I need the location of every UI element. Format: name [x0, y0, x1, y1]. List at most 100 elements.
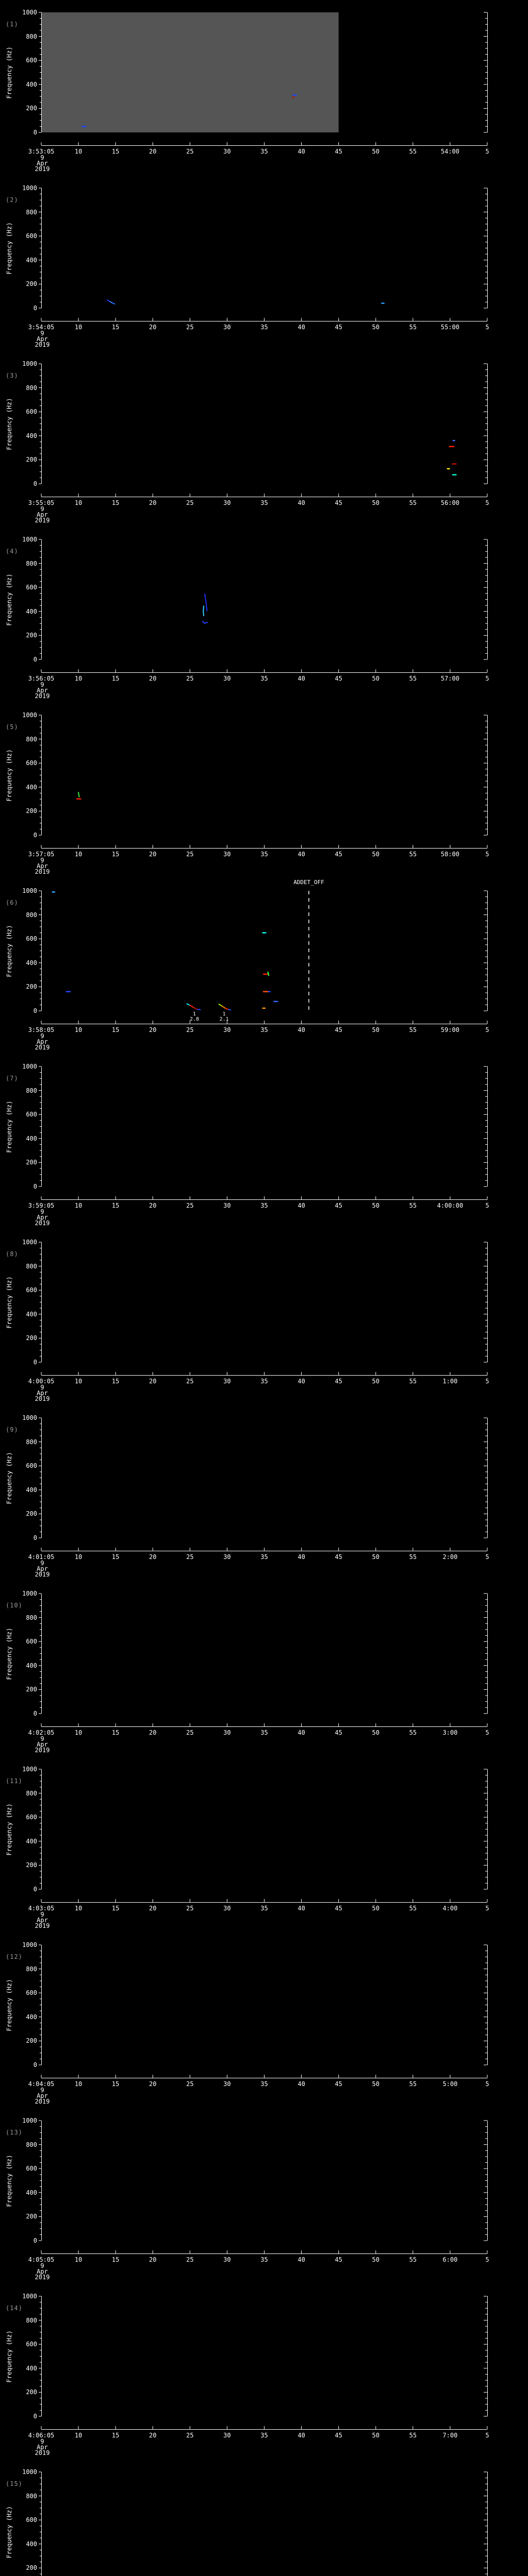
date-label-line: 2019: [35, 868, 50, 875]
x-tick-label: 40: [298, 851, 305, 858]
x-tick-label: 40: [298, 2080, 305, 2088]
y-tick-label: 400: [26, 959, 37, 967]
y-tick-label: 600: [26, 57, 37, 64]
x-tick-label: 35: [260, 2432, 268, 2439]
y-tick-label: 600: [26, 2341, 37, 2348]
x-tick-label: 15: [111, 1202, 120, 1209]
y-tick-label: 1000: [22, 1590, 37, 1597]
x-tick-label: 10: [74, 1553, 82, 1561]
chirp-detection-segment: [186, 1003, 191, 1006]
x-tick-label: 58:00: [440, 851, 459, 858]
panel-number-label: (12): [6, 1953, 23, 1960]
x-tick-label: 45: [335, 1026, 342, 1033]
y-tick-label: 400: [26, 432, 37, 439]
y-tick-label: 600: [26, 1286, 37, 1294]
x-tick-label: 35: [260, 2080, 268, 2088]
panel-number-label: (11): [6, 1777, 23, 1785]
date-label-line: Apr: [37, 862, 48, 870]
y-tick-label: 400: [26, 1486, 37, 1494]
date-label-line: 9: [40, 681, 44, 688]
y-tick-label: 800: [26, 735, 37, 743]
y-tick-label: 200: [26, 1861, 37, 1869]
axes: [39, 1242, 488, 1376]
x-tick-label: 4:05:05: [28, 2256, 55, 2263]
date-label-line: 9: [40, 2438, 44, 2445]
chirp-detection-segment: [189, 1005, 195, 1009]
y-tick-label: 600: [26, 1462, 37, 1470]
date-label-line: 2019: [35, 1922, 50, 1929]
y-tick-label: 0: [33, 656, 37, 663]
x-tick-label: 35: [260, 499, 268, 506]
chirp-detection-segment: [218, 1003, 223, 1007]
y-tick-label: 0: [33, 1183, 37, 1190]
x-tick-label: 25: [186, 148, 194, 155]
x-tick-label: 15: [111, 1026, 120, 1033]
y-tick-label: 200: [26, 2564, 37, 2572]
axes-and-detections-layer: [39, 363, 488, 497]
x-tick-label: 20: [149, 1202, 157, 1209]
x-tick-label: 45: [335, 2256, 342, 2263]
x-tick-label: 45: [335, 1378, 342, 1385]
y-tick-label: 600: [26, 1814, 37, 1821]
x-tick-label: 45: [335, 1553, 342, 1561]
y-tick-label: 800: [26, 208, 37, 216]
x-tick-label: 4:06:05: [28, 2432, 55, 2439]
x-tick-label: 6:00: [442, 2256, 458, 2263]
x-tick-label: 20: [149, 1729, 157, 1736]
x-tick-label: 50: [372, 499, 380, 506]
panel-number-label: (5): [6, 723, 19, 731]
date-label-line: 2019: [35, 1395, 50, 1402]
date-label-line: 9: [40, 1911, 44, 1918]
x-tick-label: 5: [485, 2432, 489, 2439]
x-tick-label: 15: [111, 2432, 120, 2439]
x-tick-label: 1:00: [442, 1378, 458, 1385]
x-tick-label: 20: [149, 148, 157, 155]
axes: [39, 2471, 488, 2576]
date-label-line: 9: [40, 857, 44, 864]
y-tick-label: 1000: [22, 1239, 37, 1246]
x-tick-label: 45: [335, 675, 342, 682]
x-tick-label: 5: [485, 324, 489, 331]
x-tick-label: 55: [409, 499, 417, 506]
date-label-line: 2019: [35, 1747, 50, 1754]
x-tick-label: 20: [149, 2256, 157, 2263]
x-tick-label: 50: [372, 2256, 380, 2263]
axes: [39, 1769, 488, 1903]
y-tick-label: 200: [26, 105, 37, 112]
date-label-line: Apr: [37, 2092, 48, 2099]
date-label-line: Apr: [37, 160, 48, 167]
axes-and-detections-layer: [39, 2296, 488, 2430]
x-tick-label: 40: [298, 1553, 305, 1561]
x-tick-label: 4:00:05: [28, 1378, 55, 1385]
y-tick-label: 400: [26, 256, 37, 264]
y-tick-label: 400: [26, 1662, 37, 1669]
date-label-line: Apr: [37, 2268, 48, 2275]
x-tick-label: 45: [335, 499, 342, 506]
event-label-line: 1: [192, 1011, 196, 1017]
y-tick-label: 600: [26, 408, 37, 416]
event-label-line: 2.8: [189, 1016, 199, 1022]
x-tick-label: 40: [298, 2432, 305, 2439]
axes: [39, 2120, 488, 2254]
x-tick-label: 5: [485, 148, 489, 155]
x-tick-label: 30: [223, 1553, 231, 1561]
x-tick-label: 10: [74, 148, 82, 155]
x-tick-label: 20: [149, 2432, 157, 2439]
x-tick-label: 45: [335, 1905, 342, 1912]
x-tick-label: 3:59:05: [28, 1202, 55, 1209]
axes-and-detections-layer: [39, 2120, 488, 2254]
y-tick-label: 800: [26, 1262, 37, 1270]
x-tick-label: 55: [409, 675, 417, 682]
chirp-detection-segment: [225, 1008, 229, 1010]
y-tick-label: 400: [26, 2364, 37, 2372]
y-tick-label: 800: [26, 1965, 37, 1973]
spectrogram-panel-2: (2) Frequency (Hz) 0 200 400 600 800 1000 3:54…: [0, 176, 528, 351]
x-tick-label: 25: [186, 499, 194, 506]
x-tick-label: 25: [186, 324, 194, 331]
spectrogram-panel-5: (5) Frequency (Hz) 0 200 400 600 800 1000 3:57…: [0, 703, 528, 878]
chirp-detection-segment: [221, 1005, 226, 1009]
x-tick-label: 55: [409, 1729, 417, 1736]
x-tick-label: 3:55:05: [28, 499, 55, 506]
spectrogram-panel-11: (11) Frequency (Hz) 0 200 400 600 800 1000 4:0…: [0, 1757, 528, 1933]
event-classification-label: 1 2.8: [179, 1012, 210, 1022]
